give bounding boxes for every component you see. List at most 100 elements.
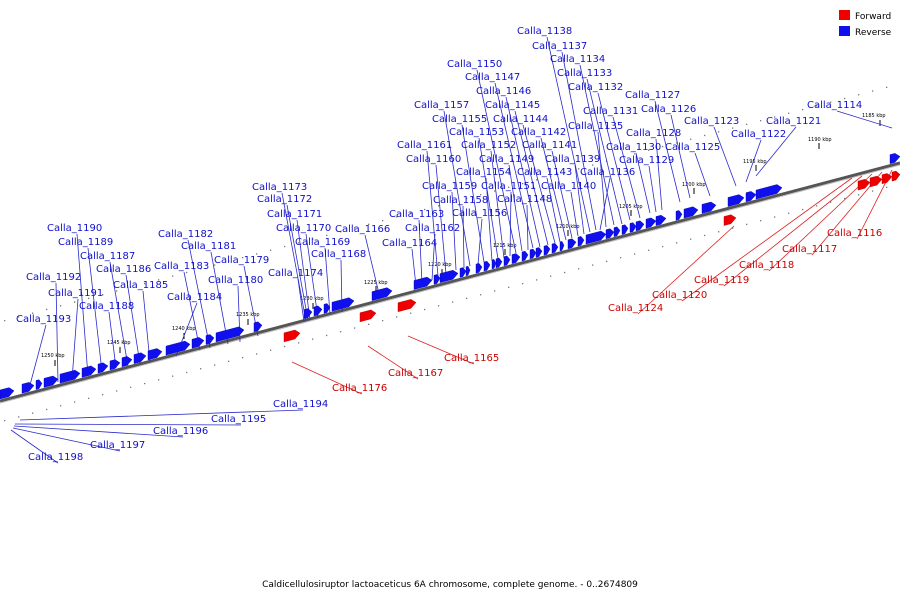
reverse-gene-label: Calla_1151 (481, 181, 536, 192)
reverse-gene-label: Calla_1145 (485, 100, 540, 111)
track-dot (830, 201, 832, 203)
reverse-gene-label: Calla_1141 (522, 140, 577, 151)
track-dot (620, 157, 622, 159)
leader-line (19, 409, 304, 421)
reverse-gene-label: Calla_1159 (422, 181, 477, 192)
track-dot (368, 223, 370, 225)
leader-line (648, 165, 657, 213)
reverse-gene-label: Calla_1197 (90, 440, 145, 451)
track-dot (648, 249, 650, 251)
track-dot (816, 105, 818, 107)
reverse-gene-label: Calla_1154 (456, 167, 511, 178)
leader-line (505, 96, 541, 248)
gene-arrow-reverse (413, 276, 433, 290)
track-dot (74, 401, 76, 403)
gene-arrow-reverse (253, 321, 263, 333)
leader-line (76, 233, 89, 377)
track-dot (536, 179, 538, 181)
track-dot (466, 197, 468, 200)
track-dot (18, 316, 20, 318)
track-dot (718, 131, 720, 133)
leader-line (551, 150, 573, 239)
reverse-gene-label: Calla_1147 (465, 72, 520, 83)
track-dot (382, 319, 384, 322)
reverse-gene-label: Calla_1171 (267, 209, 322, 220)
track-dot (634, 153, 636, 155)
track-dot (74, 301, 76, 303)
reverse-gene-label: Calla_1168 (311, 249, 366, 260)
gene-arrow-reverse (503, 255, 511, 266)
track-dot (116, 290, 118, 292)
leader-line (522, 124, 556, 244)
track-dot (270, 349, 272, 351)
track-dot (186, 371, 188, 374)
leader-line (411, 248, 417, 287)
scale-label: 1250 kbp (41, 353, 65, 359)
gene-arrow-reverse (889, 153, 900, 164)
reverse-gene-label: Calla_1146 (476, 86, 531, 97)
track-dot (424, 308, 426, 311)
track-dot (102, 394, 104, 396)
reverse-gene-label: Calla_1140 (541, 181, 596, 192)
gene-arrow-reverse (483, 260, 491, 272)
leader-line (768, 173, 873, 272)
reverse-gene-label: Calla_1186 (96, 264, 151, 275)
chromosome-backbone-shadow (0, 164, 900, 404)
gene-arrow-forward (359, 309, 377, 323)
leader-line (291, 361, 363, 395)
track-dot (242, 257, 244, 259)
track-dot (60, 305, 62, 307)
track-dot (648, 149, 650, 151)
track-dot (830, 101, 832, 103)
leader-line (367, 345, 419, 380)
scale-label: 1195 kbp (743, 159, 767, 165)
forward-gene-label: Calla_1176 (332, 383, 387, 394)
track-dot (550, 275, 552, 277)
gene-arrow-reverse (567, 238, 577, 250)
track-dot (88, 397, 90, 400)
reverse-gene-label: Calla_1133 (557, 68, 612, 79)
track-dot (298, 242, 300, 244)
gene-arrow-reverse (491, 259, 497, 270)
track-dot (438, 305, 440, 307)
reverse-gene-label: Calla_1123 (684, 116, 739, 127)
gene-arrow-reverse (577, 236, 585, 247)
gene-arrow-reverse (147, 348, 163, 361)
track-dot (690, 238, 692, 240)
gene-arrow-reverse (551, 243, 559, 254)
track-dot (522, 282, 524, 285)
track-dot (564, 271, 566, 274)
legend: Forward Reverse (839, 10, 892, 38)
track-dot (704, 134, 706, 137)
track-dot (760, 120, 762, 122)
gene-arrow-forward (283, 329, 301, 343)
reverse-gene-label: Calla_1135 (568, 121, 623, 132)
gene-arrow-reverse (191, 337, 205, 349)
track-dot (480, 294, 482, 296)
track-dot (508, 286, 510, 288)
leader-line (407, 335, 475, 365)
gene-arrow-reverse (97, 362, 109, 374)
track-dot (438, 205, 440, 207)
track-dot (816, 205, 818, 207)
track-dot (312, 338, 314, 340)
track-dot (872, 190, 874, 192)
gene-arrow-reverse (109, 359, 121, 371)
scale-label: 1225 kbp (364, 280, 388, 286)
reverse-gene-label: Calla_1194 (273, 399, 328, 410)
track-dot (662, 245, 664, 248)
reverse-gene-label: Calla_1198 (28, 452, 83, 463)
leader-line (494, 82, 534, 249)
track-dot (158, 279, 160, 281)
leader-line (694, 152, 711, 197)
reverse-gene-label: Calla_1189 (58, 237, 113, 248)
track-dot (508, 186, 510, 188)
leader-line (579, 64, 615, 226)
track-dot (732, 227, 734, 229)
leader-line (509, 191, 512, 257)
track-dot (186, 271, 188, 274)
leader-line (305, 233, 319, 319)
reverse-gene-label: Calla_1142 (511, 127, 566, 138)
leader-line (71, 298, 79, 381)
legend-forward-label: Forward (855, 12, 891, 22)
